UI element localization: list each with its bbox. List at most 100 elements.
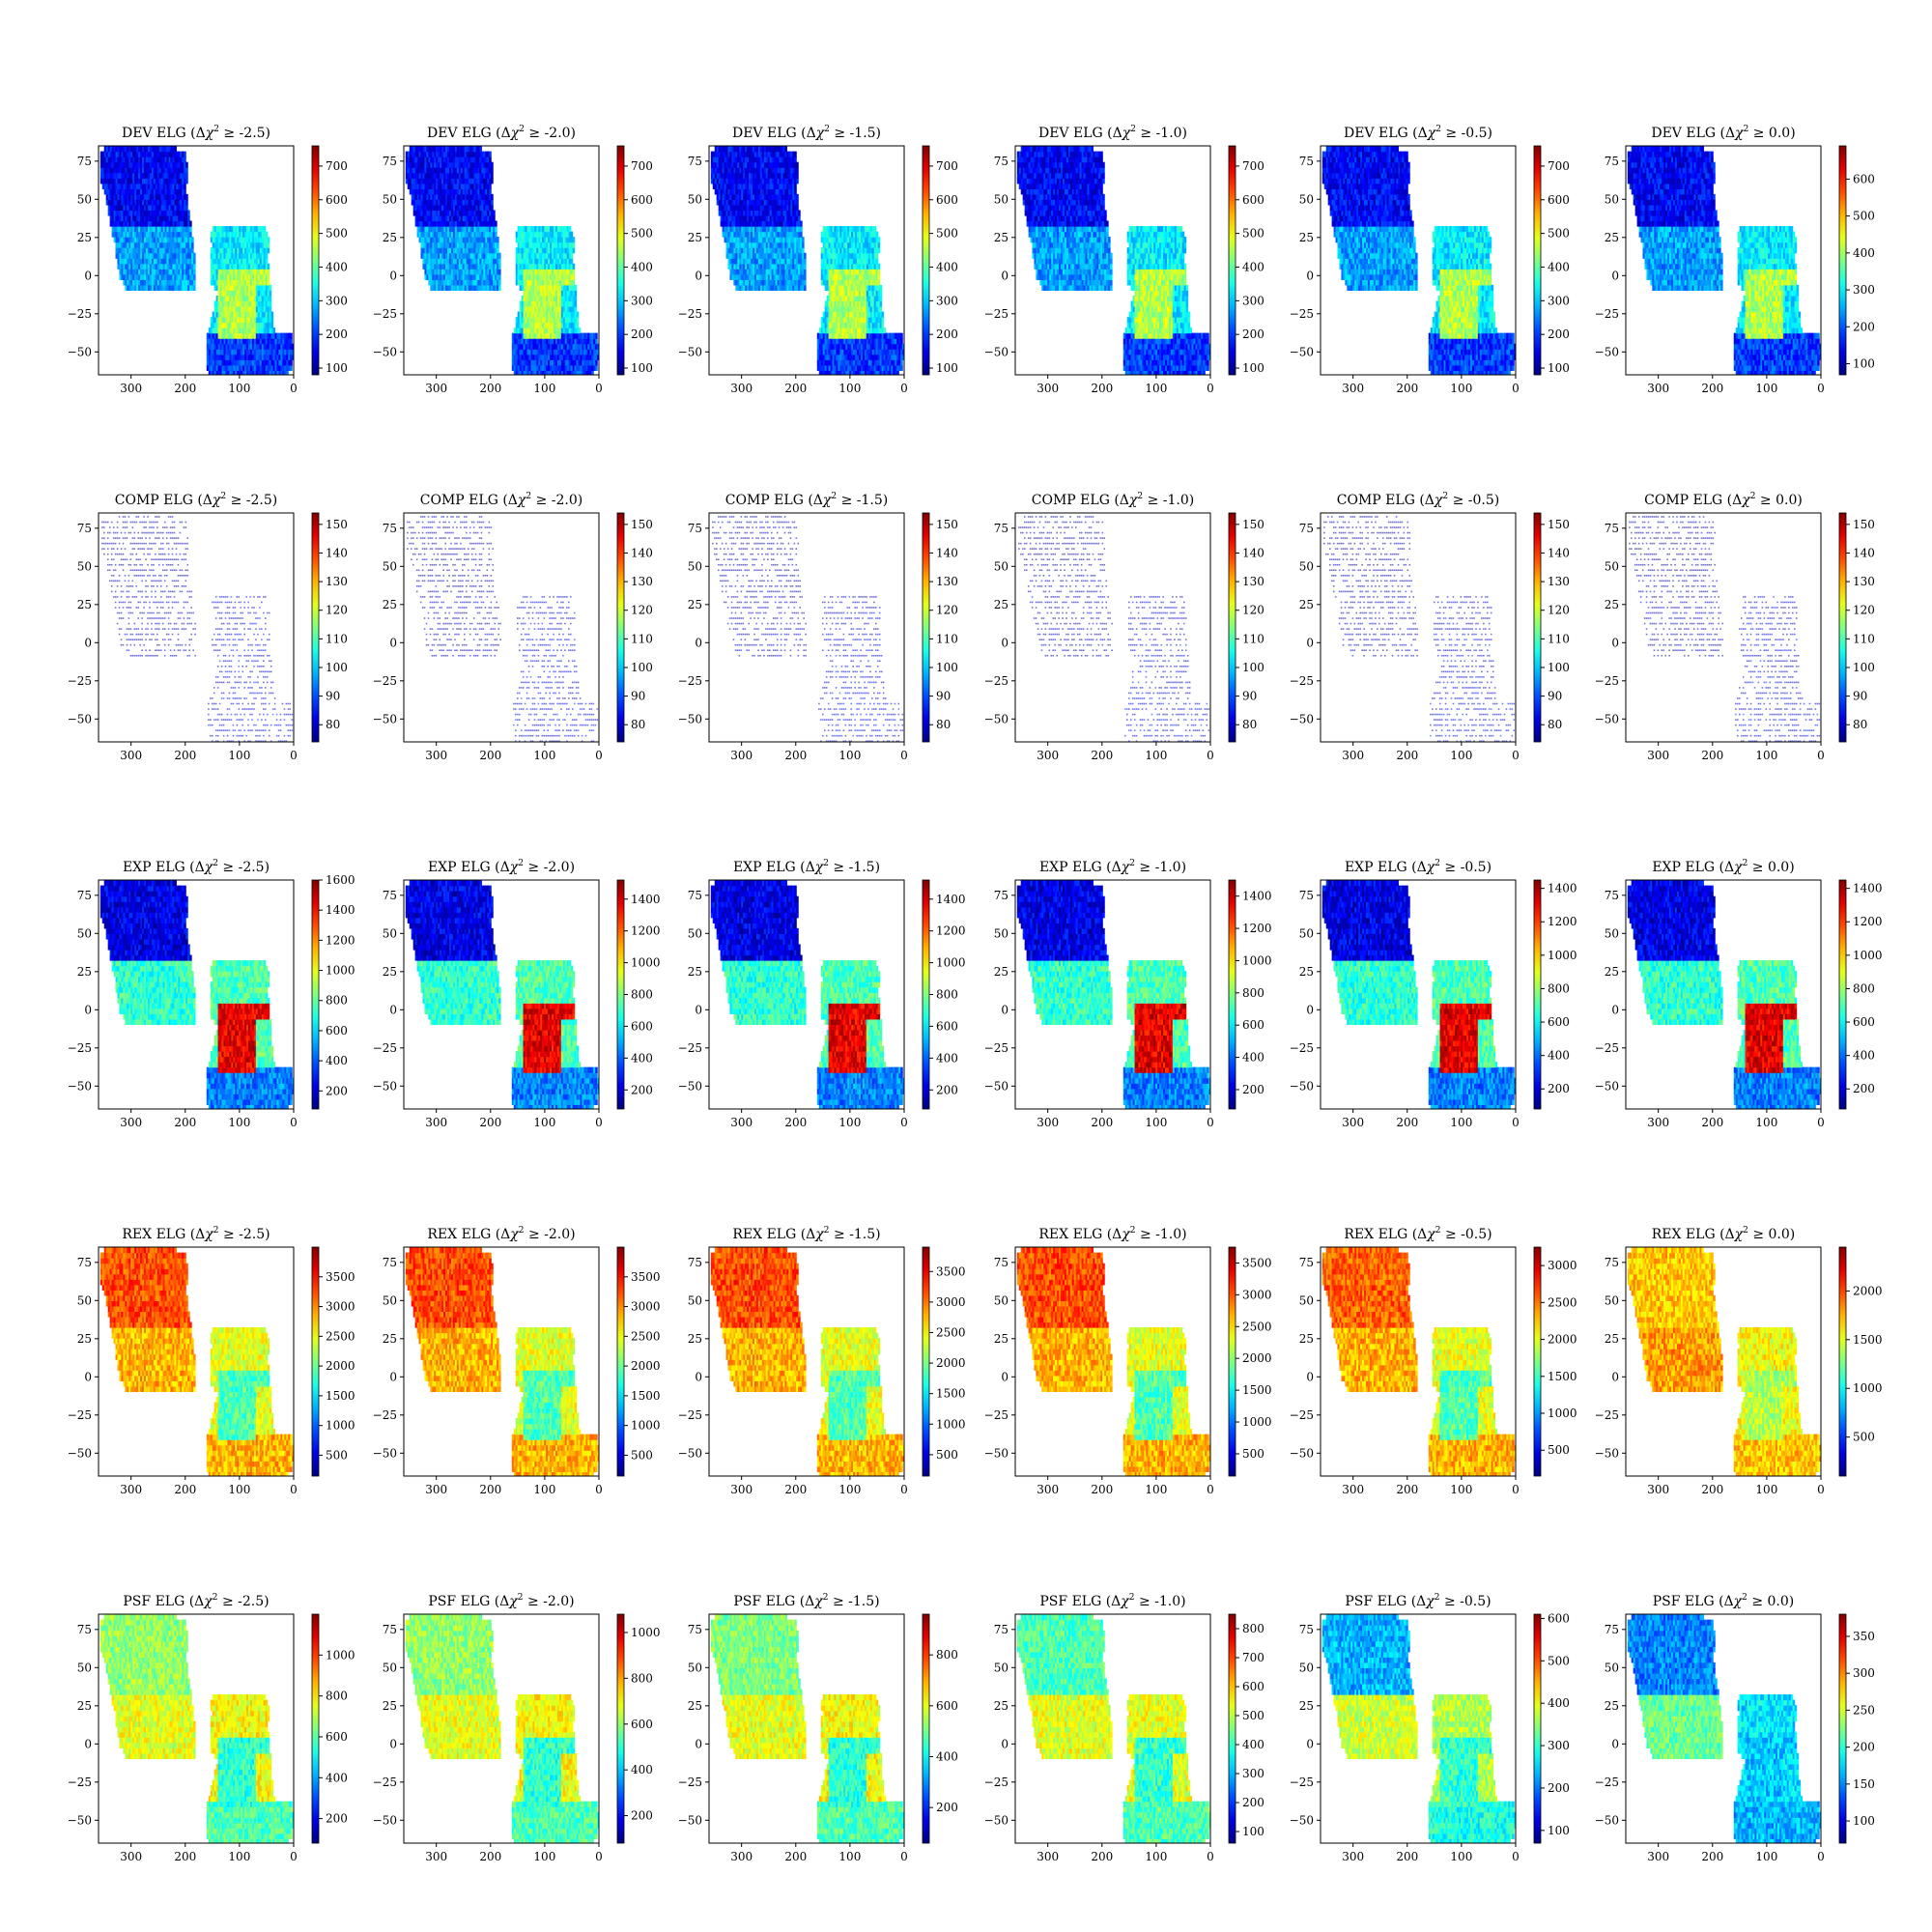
heatmap-cell: [247, 252, 251, 259]
heatmap-cell: [185, 204, 188, 212]
heatmap-cell: [424, 258, 428, 265]
heatmap-cell: [445, 172, 448, 179]
heatmap-cell: [229, 242, 232, 248]
heatmap-cell: [265, 322, 269, 328]
heatmap-cell: [485, 247, 488, 254]
y-tick-label: −50: [373, 345, 397, 358]
heatmap-cell: [255, 231, 259, 238]
heatmap-cell: [464, 167, 468, 174]
heatmap-cell: [751, 247, 753, 254]
heatmap-cell: [560, 370, 564, 375]
heatmap-cell: [270, 359, 274, 366]
heatmap-cell: [142, 188, 145, 195]
heatmap-cell: [261, 364, 265, 371]
heatmap-cell: [560, 354, 564, 360]
heatmap-cell: [158, 247, 162, 254]
heatmap-cell: [176, 172, 179, 179]
heatmap-cell: [530, 364, 533, 371]
heatmap-cell: [233, 284, 236, 292]
heatmap-cell: [147, 204, 151, 212]
heatmap-cell: [553, 343, 556, 350]
heatmap-cell: [763, 237, 767, 243]
heatmap-cell: [221, 279, 225, 286]
heatmap-cell: [242, 226, 245, 233]
heatmap-cell: [475, 210, 479, 216]
heatmap-cell: [185, 231, 188, 238]
heatmap-cell: [532, 359, 535, 366]
heatmap-cell: [737, 258, 740, 265]
heatmap-cell: [536, 269, 539, 275]
heatmap-cell: [562, 354, 566, 360]
heatmap-cell: [720, 220, 724, 227]
heatmap-cell: [420, 220, 424, 227]
heatmap-cell: [436, 220, 439, 227]
heatmap-cell: [733, 156, 736, 163]
heatmap-cell: [265, 252, 269, 259]
heatmap-cell: [464, 284, 468, 292]
heatmap-cell: [741, 204, 744, 212]
heatmap-cell: [160, 214, 164, 222]
heatmap-cell: [128, 252, 131, 259]
heatmap-cell: [430, 231, 433, 238]
heatmap-cell: [454, 172, 458, 179]
heatmap-cell: [580, 332, 583, 339]
heatmap-cell: [231, 269, 234, 275]
heatmap-cell: [259, 354, 263, 360]
heatmap-cell: [534, 317, 537, 324]
heatmap-cell: [434, 279, 437, 286]
heatmap-cell: [538, 354, 541, 360]
heatmap-cell: [187, 237, 190, 243]
heatmap-cell: [145, 161, 149, 168]
heatmap-cell: [424, 172, 428, 179]
heatmap-cell: [568, 279, 572, 286]
heatmap-cell: [249, 273, 253, 280]
heatmap-cell: [223, 354, 227, 360]
heatmap-cell: [436, 214, 439, 222]
heatmap-cell: [215, 311, 219, 318]
heatmap-cell: [763, 226, 767, 233]
heatmap-cell: [583, 370, 586, 375]
heatmap-cell: [178, 199, 181, 206]
heatmap-cell: [468, 242, 471, 248]
heatmap-cell: [519, 349, 523, 355]
heatmap-cell: [493, 263, 496, 270]
heatmap-cell: [219, 226, 223, 233]
heatmap-cell: [162, 258, 166, 265]
heatmap-cell: [231, 359, 234, 366]
heatmap-cell: [414, 210, 418, 216]
heatmap-cell: [428, 151, 431, 157]
heatmap-cell: [420, 146, 424, 153]
heatmap-cell: [464, 214, 468, 222]
heatmap-cell: [426, 273, 429, 280]
heatmap-cell: [445, 151, 448, 157]
heatmap-cell: [540, 237, 543, 243]
heatmap-cell: [519, 242, 523, 248]
heatmap-cell: [458, 193, 462, 200]
heatmap-cell: [172, 237, 175, 243]
heatmap-cell: [751, 220, 753, 227]
heatmap-cell: [542, 332, 545, 339]
heatmap-cell: [447, 210, 450, 216]
heatmap-cell: [595, 354, 598, 360]
heatmap-cell: [526, 332, 530, 339]
heatmap-cell: [259, 242, 263, 248]
heatmap-cell: [544, 332, 547, 339]
heatmap-cell: [164, 156, 168, 163]
heatmap-cell: [553, 258, 556, 265]
heatmap-cell: [464, 193, 468, 200]
heatmap-cell: [127, 183, 129, 189]
heatmap-cell: [725, 183, 729, 189]
heatmap-cell: [511, 343, 515, 350]
heatmap-cell: [443, 220, 446, 227]
heatmap-cell: [440, 146, 442, 153]
heatmap-cell: [466, 172, 469, 179]
heatmap-cell: [521, 300, 525, 307]
heatmap-cell: [560, 349, 564, 355]
heatmap-cell: [572, 338, 576, 345]
heatmap-cell: [552, 252, 554, 259]
heatmap-cell: [489, 258, 492, 265]
heatmap-cell: [556, 269, 560, 275]
heatmap-cell: [184, 237, 186, 243]
heatmap-cell: [475, 193, 479, 200]
heatmap-cell: [259, 317, 263, 324]
